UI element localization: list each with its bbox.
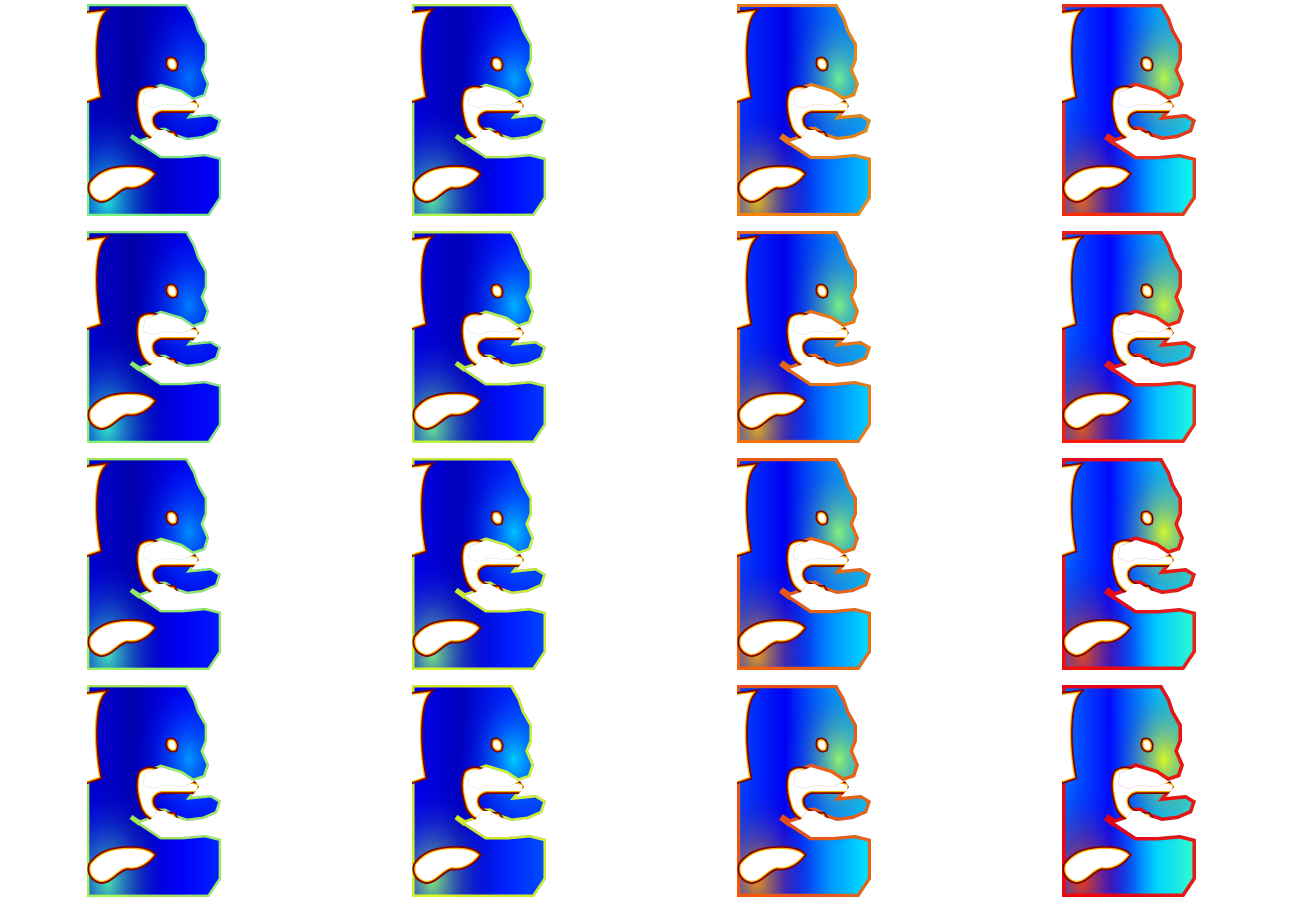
heatmap-panel — [412, 4, 548, 217]
brain-slice-heatmap — [412, 685, 546, 897]
brain-slice-heatmap — [737, 685, 871, 897]
brain-slice-heatmap — [1062, 4, 1196, 216]
brain-slice-heatmap — [87, 231, 221, 443]
heatmap-panel — [737, 458, 873, 671]
heatmap-panel — [1062, 4, 1198, 217]
heatmap-panel — [412, 685, 548, 898]
brain-slice-heatmap — [87, 4, 221, 216]
brain-slice-heatmap — [737, 4, 871, 216]
heatmap-panel — [737, 4, 873, 217]
heatmap-panel — [737, 685, 873, 898]
brain-slice-heatmap — [87, 685, 221, 897]
heatmap-panel — [87, 458, 223, 671]
heatmap-panel — [87, 685, 223, 898]
heatmap-panel — [412, 231, 548, 444]
brain-slice-heatmap — [1062, 685, 1196, 897]
heatmap-panel — [1062, 685, 1198, 898]
brain-slice-heatmap — [412, 458, 546, 670]
brain-slice-heatmap — [412, 4, 546, 216]
brain-slice-heatmap — [737, 458, 871, 670]
heatmap-panel — [1062, 231, 1198, 444]
brain-slice-heatmap — [87, 458, 221, 670]
brain-slice-heatmap — [1062, 458, 1196, 670]
heatmap-panel — [87, 4, 223, 217]
heatmap-panel — [412, 458, 548, 671]
brain-slice-heatmap — [412, 231, 546, 443]
brain-slice-heatmap — [1062, 231, 1196, 443]
heatmap-panel — [1062, 458, 1198, 671]
heatmap-panel — [737, 231, 873, 444]
brain-slice-heatmap — [737, 231, 871, 443]
heatmap-panel — [87, 231, 223, 444]
